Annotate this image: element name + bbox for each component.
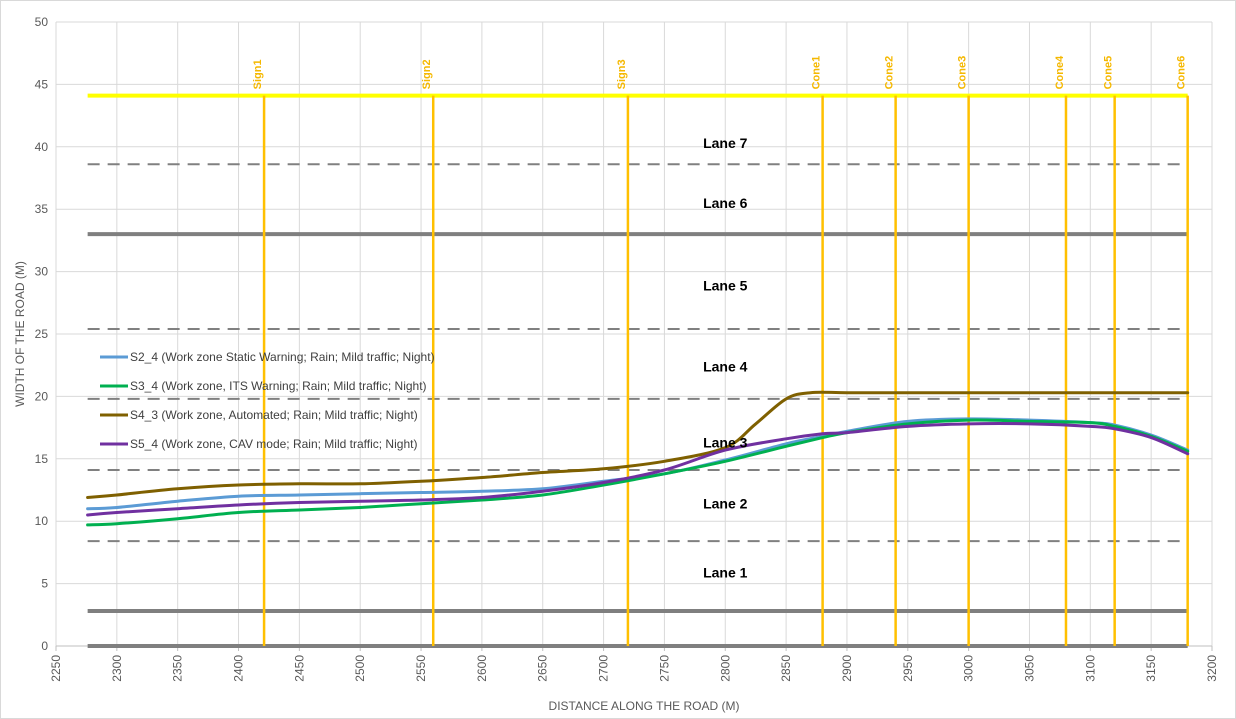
legend: S2_4 (Work zone Static Warning; Rain; Mi… [100, 350, 435, 451]
y-tick-label: 15 [35, 452, 49, 466]
x-tick-label: 2600 [475, 655, 489, 682]
marker-label-cone3: Cone3 [957, 56, 969, 90]
legend-entry-4: S5_4 (Work zone, CAV mode; Rain; Mild tr… [130, 437, 417, 451]
x-tick-label: 3150 [1144, 655, 1158, 682]
x-tick-label: 2500 [353, 655, 367, 682]
marker-label-sign1: Sign1 [252, 59, 264, 89]
legend-entry-2: S3_4 (Work zone, ITS Warning; Rain; Mild… [130, 379, 427, 393]
y-tick-label: 30 [35, 265, 49, 279]
y-tick-label: 45 [35, 77, 49, 91]
lane-label-5: Lane 5 [703, 277, 748, 293]
marker-label-cone5: Cone5 [1103, 56, 1115, 90]
x-tick-label: 2700 [597, 655, 611, 682]
x-tick-label: 2850 [779, 655, 793, 682]
series-line-2 [86, 418, 1190, 527]
lane-label-3: Lane 3 [703, 435, 748, 451]
lane-label-4: Lane 4 [703, 358, 748, 374]
y-tick-label: 5 [41, 577, 48, 591]
lane-label-2: Lane 2 [703, 496, 748, 512]
marker-label-sign2: Sign2 [421, 59, 433, 89]
series-line-4 [86, 422, 1190, 517]
x-tick-label: 2300 [110, 655, 124, 682]
lane-label-7: Lane 7 [703, 135, 748, 151]
x-tick-label: 2450 [292, 655, 306, 682]
x-tick-label: 2400 [232, 655, 246, 682]
marker-label-sign3: Sign3 [616, 59, 628, 89]
vertical-markers: Sign1 Sign2 Sign3 Cone1 Cone2 Cone3 Cone4 Cone5… [252, 55, 1189, 646]
y-tick-label: 20 [35, 389, 49, 403]
x-tick-label: 2950 [901, 655, 915, 682]
x-tick-label: 3050 [1022, 655, 1036, 682]
marker-label-cone6: Cone6 [1176, 56, 1188, 90]
legend-entry-3: S4_3 (Work zone, Automated; Rain; Mild t… [130, 408, 418, 422]
legend-entry-1: S2_4 (Work zone Static Warning; Rain; Mi… [130, 350, 435, 364]
x-tick-label: 2750 [657, 655, 671, 682]
x-tick-label: 2550 [414, 655, 428, 682]
y-tick-label: 35 [35, 202, 49, 216]
y-tick-label: 40 [35, 140, 49, 154]
lane-label-1: Lane 1 [703, 564, 748, 580]
x-tick-label: 3000 [962, 655, 976, 682]
x-tick-label: 3200 [1205, 655, 1219, 682]
x-tick-label: 2350 [171, 655, 185, 682]
x-tick-label: 2900 [840, 655, 854, 682]
x-tick-label: 2650 [536, 655, 550, 682]
y-tick-label: 10 [35, 514, 49, 528]
x-tick-label: 2800 [718, 655, 732, 682]
y-tick-label: 50 [35, 15, 49, 29]
x-tick-label: 3100 [1083, 655, 1097, 682]
axis-ticks: 0 5 10 15 20 25 30 35 40 45 50 2250 2300 2350 2400 2450… [35, 15, 1219, 682]
series-line-3 [86, 390, 1190, 499]
x-axis-title: DISTANCE ALONG THE ROAD (M) [549, 699, 740, 713]
y-axis-title: WIDTH OF THE ROAD (M) [13, 261, 27, 407]
marker-label-cone2: Cone2 [884, 56, 896, 90]
data-series [86, 390, 1190, 527]
x-tick-label: 2250 [49, 655, 63, 682]
y-tick-label: 0 [41, 639, 48, 653]
marker-label-cone4: Cone4 [1054, 55, 1066, 90]
lane-reference-lines [87, 93, 1188, 648]
marker-label-cone1: Cone1 [811, 56, 823, 90]
lane-label-6: Lane 6 [703, 195, 748, 211]
lane-labels: Lane 1 Lane 2 Lane 3 Lane 4 Lane 5 Lane 6 Lane… [703, 135, 748, 580]
y-tick-label: 25 [35, 327, 49, 341]
